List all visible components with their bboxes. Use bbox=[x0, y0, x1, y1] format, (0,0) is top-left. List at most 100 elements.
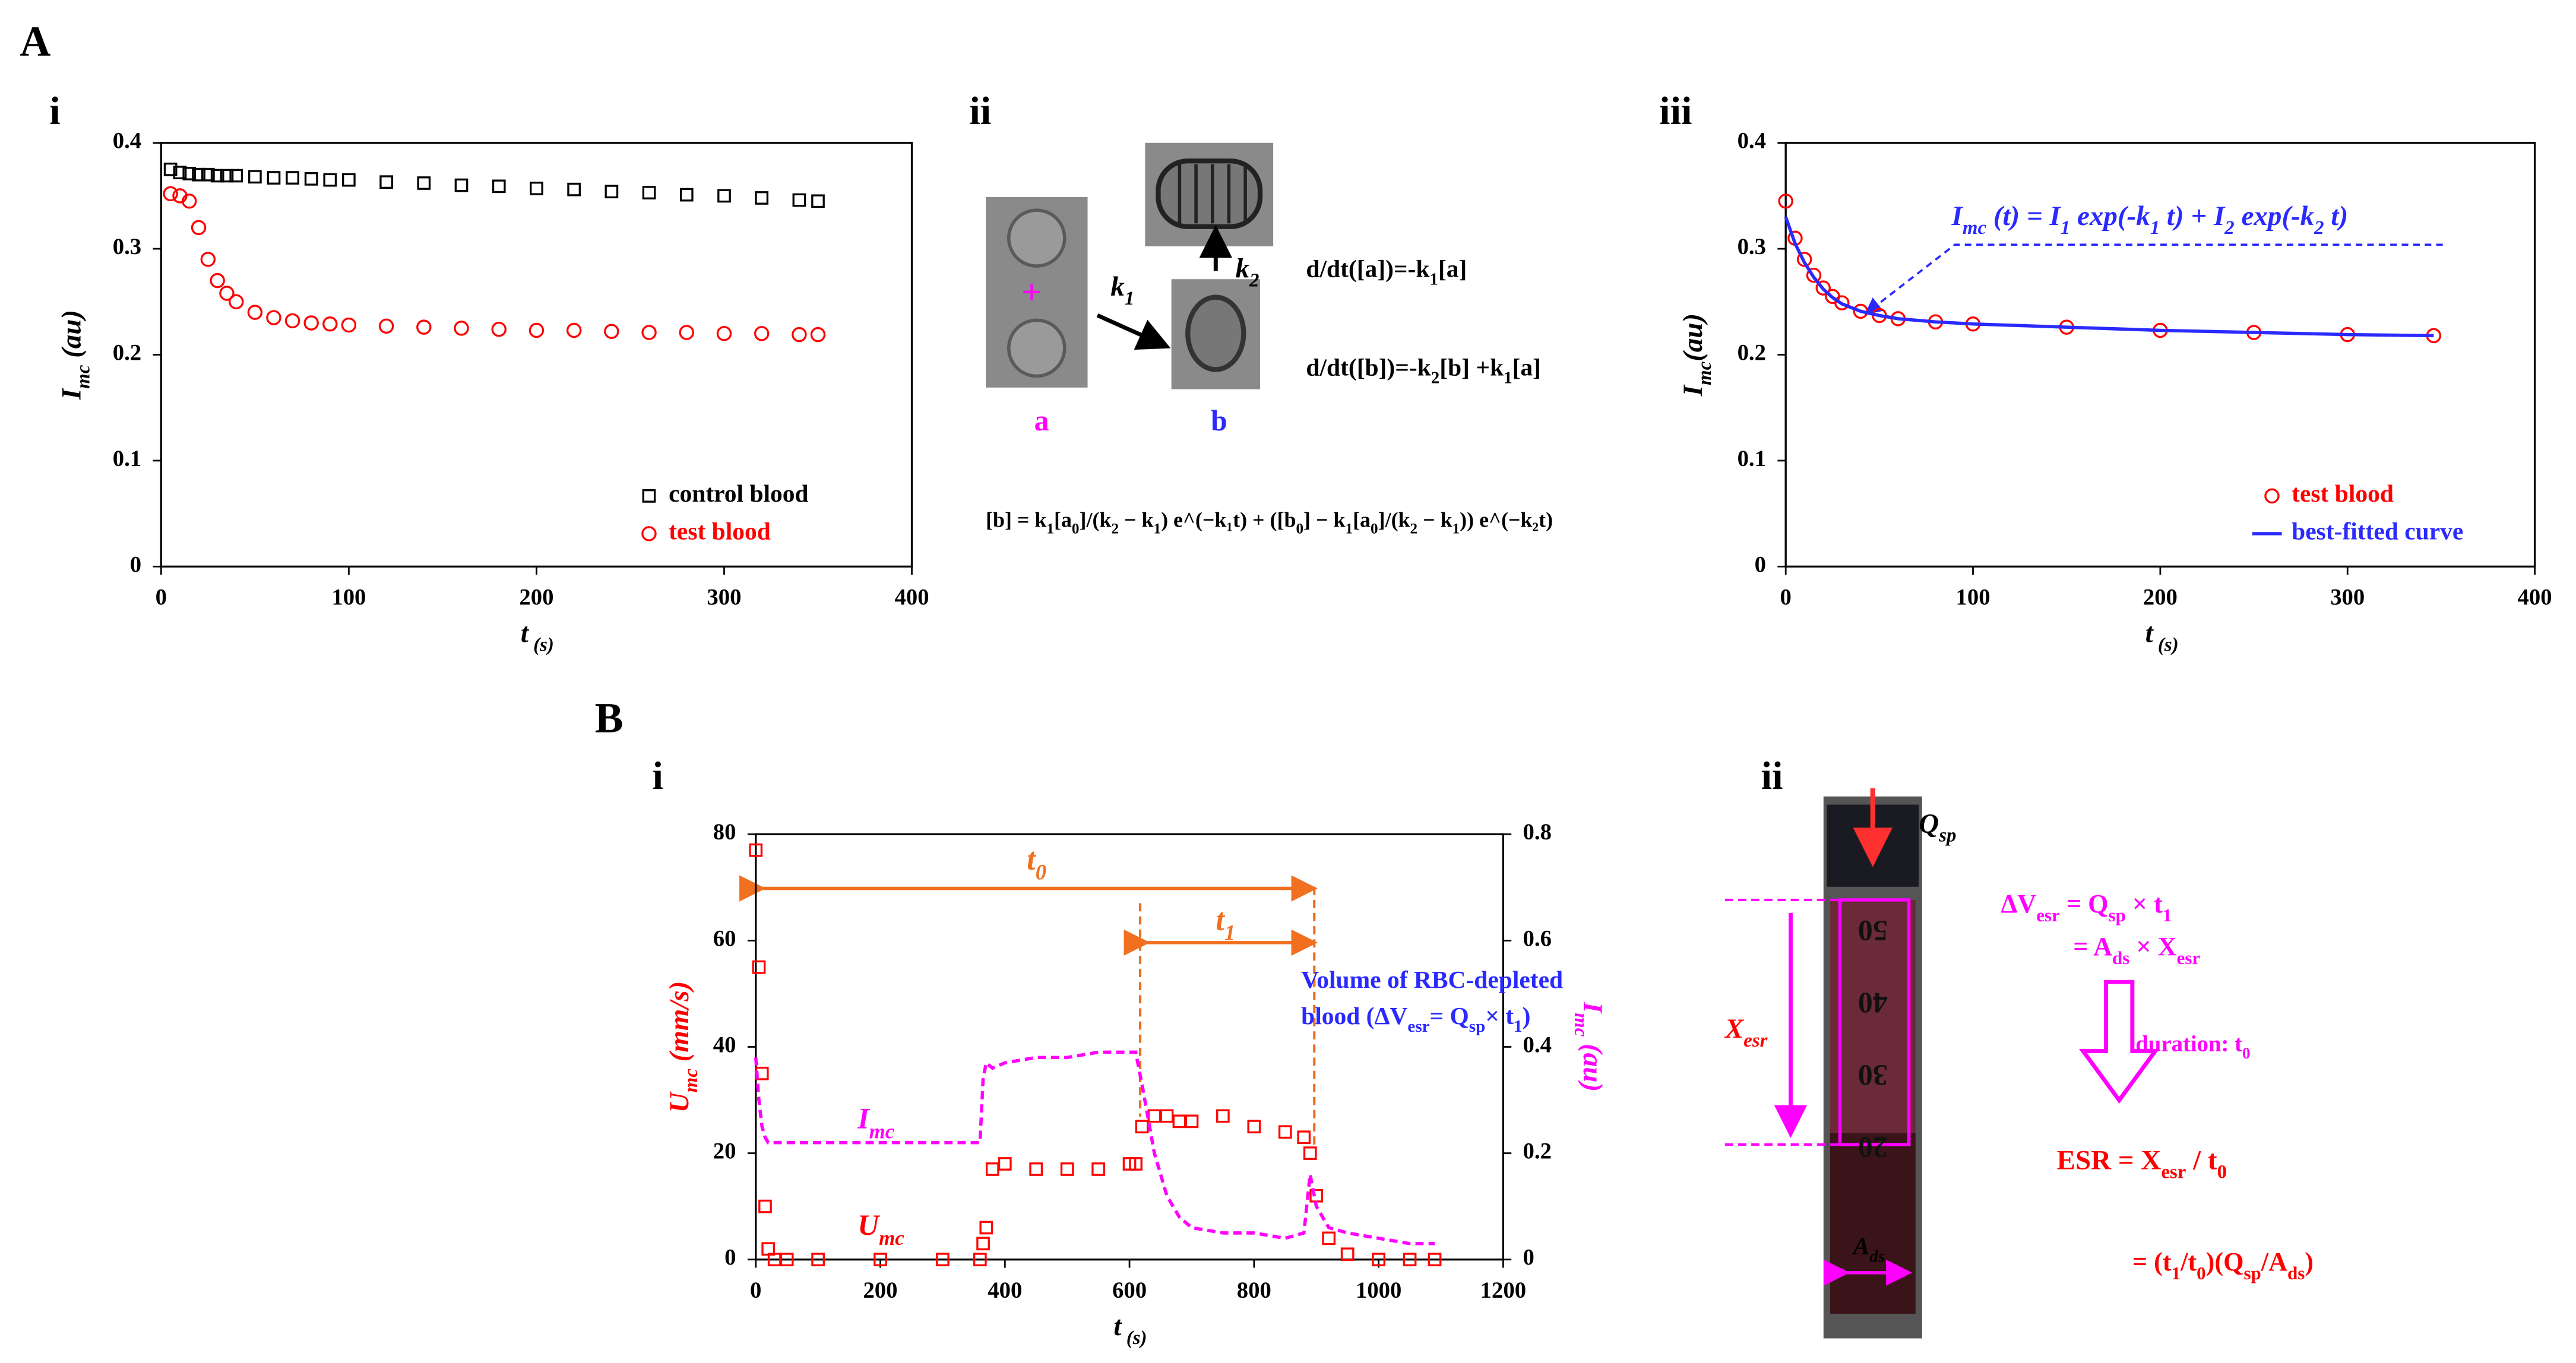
subscript: (s) bbox=[529, 634, 554, 655]
y2-tick-label: 0.4 bbox=[1523, 1032, 1552, 1057]
marker bbox=[1091, 1162, 1105, 1176]
y-tick-label: 0.4 bbox=[113, 128, 141, 154]
marker bbox=[976, 1237, 990, 1251]
y2-tick-label: 0.8 bbox=[1523, 819, 1552, 845]
y-tick-label: 80 bbox=[713, 819, 736, 845]
x-tick-label: 0 bbox=[1780, 585, 1791, 610]
text-part: /t bbox=[2180, 1247, 2197, 1276]
subscript: 2 bbox=[1410, 521, 1418, 537]
subscript: esr bbox=[2177, 947, 2201, 968]
text-part: I bbox=[1678, 384, 1708, 397]
syringe-scale: 20 bbox=[1858, 1131, 1888, 1164]
subscript: sp bbox=[2109, 905, 2126, 925]
annotation: Umc bbox=[857, 1209, 904, 1250]
legend-marker bbox=[2264, 488, 2280, 504]
subscript: esr bbox=[1743, 1030, 1768, 1051]
text-part: (au) bbox=[56, 310, 87, 365]
subscript: esr bbox=[1407, 1017, 1429, 1036]
text-part: [a] bbox=[1512, 353, 1541, 381]
text-part: /A bbox=[2261, 1247, 2287, 1276]
y-tick-label: 0.2 bbox=[1738, 340, 1766, 365]
marker bbox=[379, 175, 393, 189]
x-tick-label: 1200 bbox=[1480, 1278, 1526, 1303]
panel-label: i bbox=[49, 90, 60, 133]
marker bbox=[1060, 1162, 1074, 1176]
flow-arrow-hollow bbox=[2079, 980, 2160, 1104]
text-part: (mm/s) bbox=[664, 981, 695, 1069]
marker bbox=[454, 321, 469, 336]
species-label: a bbox=[1034, 404, 1049, 437]
marker bbox=[454, 178, 469, 192]
text-part: ) e^(−k₁t) + ([b bbox=[1161, 508, 1296, 532]
text-part: − k bbox=[1417, 508, 1452, 532]
marker bbox=[342, 173, 356, 187]
y-tick-label: 0 bbox=[130, 551, 141, 577]
marker bbox=[304, 172, 318, 186]
marker bbox=[566, 322, 582, 338]
text-part: × t bbox=[1485, 1002, 1514, 1029]
marker bbox=[754, 326, 770, 341]
text-part: ) bbox=[1523, 1002, 1531, 1030]
equation: d/dt([a])=-k1[a] bbox=[1306, 255, 1467, 289]
x-tick-label: 200 bbox=[519, 585, 553, 610]
y-axis-title: Imc (au) bbox=[56, 310, 94, 400]
marker bbox=[1297, 1130, 1311, 1145]
rouleaux-lines bbox=[1178, 164, 1247, 224]
marker bbox=[810, 327, 826, 343]
marker bbox=[717, 189, 731, 203]
equation: = (t1/t0)(Qsp/Ads) bbox=[2132, 1247, 2314, 1283]
text-part: duration: t bbox=[2135, 1031, 2242, 1057]
text-part: A bbox=[1852, 1232, 1870, 1259]
panel-label: B bbox=[595, 695, 624, 742]
subscript: mc bbox=[1694, 361, 1716, 385]
x-tick-label: 400 bbox=[988, 1278, 1022, 1303]
subscript: 1 bbox=[2172, 1263, 2181, 1283]
rate-constant: k1 bbox=[1110, 271, 1134, 309]
text-part: ) bbox=[2305, 1247, 2314, 1276]
marker bbox=[1216, 1109, 1230, 1123]
x-axis-title: t (s) bbox=[2145, 617, 2179, 655]
marker bbox=[979, 1221, 993, 1235]
marker bbox=[811, 1253, 825, 1267]
x-tick-label: 200 bbox=[2143, 585, 2178, 610]
y2-tick-label: 0.6 bbox=[1523, 925, 1552, 951]
x-tick-label: 200 bbox=[863, 1278, 897, 1303]
marker bbox=[792, 193, 806, 207]
marker bbox=[749, 843, 763, 857]
marker bbox=[210, 272, 225, 289]
subscript: 0 bbox=[1371, 521, 1378, 537]
marker bbox=[491, 321, 507, 337]
text-part: = (t bbox=[2132, 1247, 2172, 1276]
marker bbox=[811, 194, 825, 208]
subscript: 1 bbox=[1046, 521, 1054, 537]
marker bbox=[229, 294, 244, 310]
text-part: (au) bbox=[1678, 313, 1708, 362]
y-tick-label: 0.2 bbox=[113, 340, 141, 365]
marker bbox=[1185, 1114, 1199, 1129]
marker bbox=[266, 310, 281, 325]
subscript: 0 bbox=[1036, 860, 1046, 884]
y-tick-label: 20 bbox=[713, 1139, 736, 1164]
marker bbox=[210, 169, 224, 183]
marker bbox=[286, 171, 299, 185]
marker bbox=[303, 315, 319, 331]
text-part: d/dt([a])=-k bbox=[1306, 255, 1430, 283]
series-line bbox=[754, 1050, 1435, 1245]
annotation: blood (ΔVesr= Qsp× t1) bbox=[1301, 1002, 1530, 1036]
legend-label: test blood bbox=[669, 518, 771, 545]
y2-axis-title: Imc (au) bbox=[1570, 1001, 1608, 1092]
subscript: 1 bbox=[1125, 287, 1134, 309]
y-tick-label: 0.3 bbox=[113, 234, 141, 259]
rate-constant: k2 bbox=[1235, 253, 1259, 291]
subscript: 1 bbox=[2150, 217, 2160, 238]
marker bbox=[378, 318, 394, 334]
subscript: 1 bbox=[1452, 521, 1460, 537]
subscript: ds bbox=[1869, 1247, 1885, 1266]
subscript: 0 bbox=[2197, 1263, 2205, 1283]
subscript: mc bbox=[681, 1069, 702, 1093]
marker bbox=[755, 191, 769, 205]
text-part: t) + I bbox=[2160, 201, 2226, 232]
y-tick-label: 0.1 bbox=[1738, 446, 1766, 471]
text-part: = A bbox=[2073, 932, 2112, 961]
